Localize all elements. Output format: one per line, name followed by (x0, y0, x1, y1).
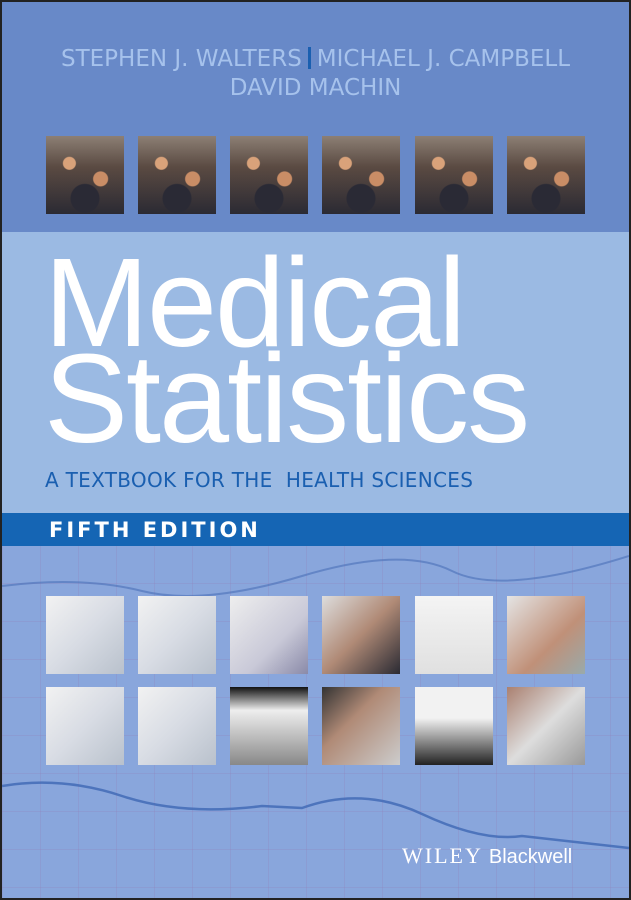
crowd-photo (138, 136, 216, 214)
clinical-photo (322, 687, 400, 765)
authors-line-1: STEPHEN J. WALTERS MICHAEL J. CAMPBELL (2, 46, 629, 72)
clinical-photo (230, 687, 308, 765)
clinical-photo (138, 687, 216, 765)
crowd-photo (230, 136, 308, 214)
clinical-photo (46, 596, 124, 674)
clinical-photo (415, 596, 493, 674)
clinical-photo (507, 687, 585, 765)
author-machin: DAVID MACHIN (229, 75, 402, 101)
clinical-photo (507, 596, 585, 674)
publisher-imprint: Blackwell (488, 846, 573, 868)
crowd-photo (322, 136, 400, 214)
author-separator (307, 47, 311, 69)
ecg-trace (2, 555, 629, 850)
edition-band: FIFTH EDITION (2, 513, 629, 546)
title-line-2: Statistics (44, 328, 530, 469)
crowd-photo (507, 136, 585, 214)
publisher-logo: WILEY Blackwell (402, 843, 572, 869)
clinical-photo (230, 596, 308, 674)
author-campbell: MICHAEL J. CAMPBELL (316, 46, 571, 72)
subtitle: A TEXTBOOK FOR THE HEALTH SCIENCES (45, 468, 474, 492)
author-walters: STEPHEN J. WALTERS (60, 46, 302, 72)
publisher-wiley: WILEY (402, 843, 483, 868)
edition-label: FIFTH EDITION (49, 518, 261, 542)
clinical-photo (322, 596, 400, 674)
crowd-photo (46, 136, 124, 214)
clinical-photo (415, 687, 493, 765)
clinical-photo (138, 596, 216, 674)
clinical-photo (46, 687, 124, 765)
crowd-photo (415, 136, 493, 214)
title-band (2, 232, 629, 513)
title-line-1: Medical (44, 232, 466, 373)
